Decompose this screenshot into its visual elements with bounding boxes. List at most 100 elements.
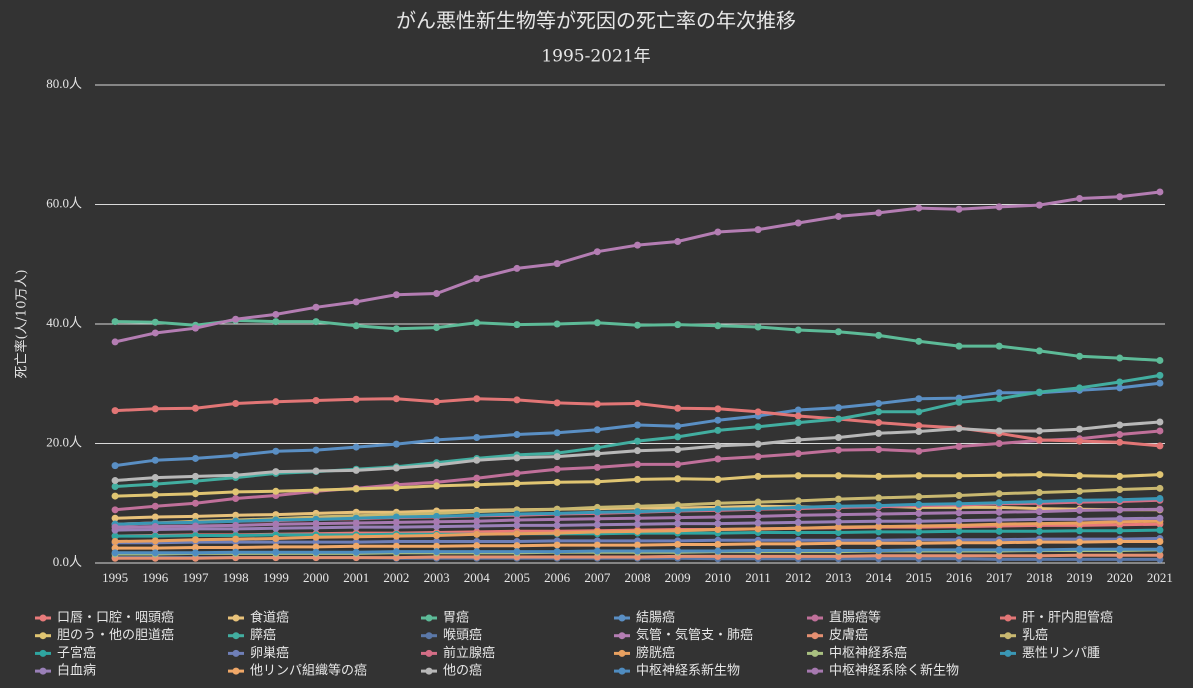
point	[553, 320, 561, 328]
point	[915, 528, 923, 536]
x-tick-label: 2018	[1026, 570, 1052, 585]
y-tick-label: 0.0人	[53, 554, 82, 569]
point	[191, 549, 199, 557]
point	[191, 499, 199, 507]
point	[593, 478, 601, 486]
series-line	[114, 190, 1161, 344]
point	[794, 540, 802, 548]
point	[714, 322, 722, 330]
point	[995, 471, 1003, 479]
point	[151, 405, 159, 413]
point	[473, 275, 481, 283]
point	[875, 539, 883, 547]
point	[312, 303, 320, 311]
point	[1076, 352, 1084, 360]
point	[834, 511, 842, 519]
point	[593, 426, 601, 434]
point	[955, 539, 963, 547]
point	[1035, 497, 1043, 505]
point	[794, 511, 802, 519]
legend-marker	[232, 667, 240, 675]
point	[232, 488, 240, 496]
legend-marker	[1004, 632, 1012, 640]
point	[272, 447, 280, 455]
point	[754, 546, 762, 554]
legend-label: 皮膚癌	[829, 627, 868, 643]
point	[433, 532, 441, 540]
point	[433, 548, 441, 556]
point	[232, 399, 240, 407]
legend-marker	[39, 632, 47, 640]
point	[151, 480, 159, 488]
point	[714, 499, 722, 507]
point	[1156, 188, 1164, 196]
legend-label: 中枢神経系癌	[829, 645, 907, 661]
point	[634, 447, 641, 455]
point	[1076, 437, 1084, 445]
point	[151, 502, 159, 510]
point	[794, 503, 802, 511]
chart-title: がん悪性新生物等が死因の死亡率の年次推移	[396, 9, 796, 33]
legend-label: 食道癌	[250, 610, 289, 626]
point	[1116, 421, 1124, 429]
point	[513, 542, 521, 550]
point	[875, 429, 883, 437]
point	[1035, 427, 1043, 435]
point	[995, 490, 1003, 498]
legend-marker	[425, 632, 433, 640]
legend-label: 膵癌	[250, 627, 276, 643]
point	[593, 248, 601, 256]
point	[794, 412, 802, 420]
point	[674, 433, 682, 441]
point	[754, 540, 762, 548]
point	[1116, 537, 1124, 545]
y-tick-label: 80.0人	[46, 76, 82, 91]
point	[674, 527, 682, 535]
point	[111, 462, 119, 470]
point	[1035, 436, 1043, 444]
point	[553, 260, 561, 268]
point	[392, 484, 400, 492]
point	[834, 495, 842, 503]
point	[392, 325, 400, 333]
point	[915, 337, 923, 345]
point	[1116, 193, 1124, 201]
point	[513, 530, 521, 538]
point	[232, 548, 240, 556]
point	[473, 481, 481, 489]
point	[714, 540, 722, 548]
point	[1035, 488, 1043, 496]
point	[433, 518, 441, 526]
point	[1035, 546, 1043, 554]
point	[312, 520, 320, 528]
point	[714, 442, 722, 450]
point	[995, 499, 1003, 507]
point	[915, 500, 923, 508]
point	[674, 422, 682, 430]
point	[754, 423, 762, 431]
point	[1156, 418, 1164, 426]
point	[634, 502, 641, 510]
point	[834, 546, 842, 554]
point	[1076, 506, 1084, 514]
legend-marker	[618, 667, 626, 675]
y-tick-label: 20.0人	[46, 434, 82, 449]
legend-marker	[811, 667, 819, 675]
point	[714, 455, 722, 463]
point	[1156, 356, 1164, 364]
x-tick-label: 1995	[102, 570, 128, 585]
point	[593, 508, 601, 516]
point	[794, 406, 802, 414]
x-tick-label: 2003	[424, 570, 450, 585]
point	[433, 542, 441, 550]
point	[754, 505, 762, 513]
point	[794, 419, 802, 427]
point	[473, 511, 481, 519]
point	[754, 323, 762, 331]
point	[794, 524, 802, 532]
point	[513, 431, 521, 439]
point	[191, 522, 199, 530]
point	[1116, 486, 1124, 494]
point	[995, 527, 1003, 535]
legend-marker	[425, 614, 433, 622]
